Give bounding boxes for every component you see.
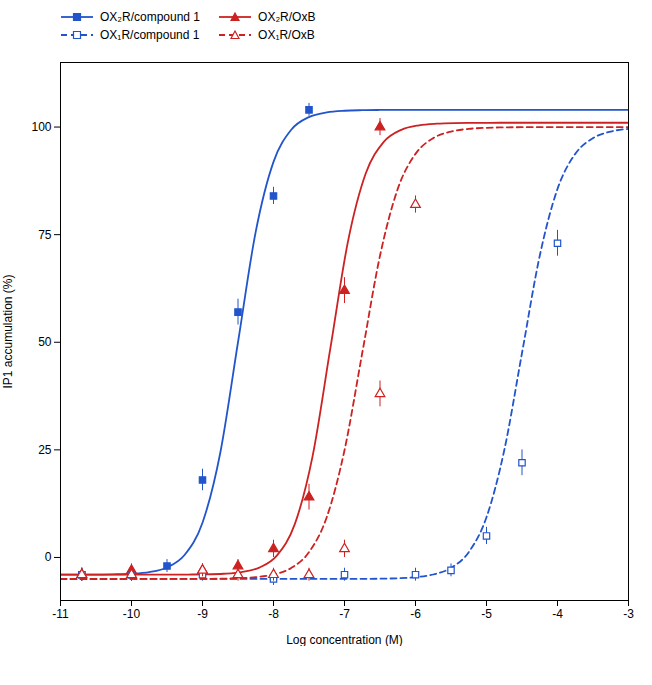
svg-text:-10: -10 [123,607,141,621]
svg-text:-5: -5 [481,607,492,621]
svg-text:-4: -4 [552,607,563,621]
svg-text:-11: -11 [52,607,69,621]
svg-text:IP1 accumulation (%): IP1 accumulation (%) [1,274,15,388]
html-text:OX₁R/OxB: OX₁R/OxB [258,28,315,42]
html-text:OX₂R/OxB: OX₂R/OxB [258,10,316,24]
html-text:OX₁R/compound 1: OX₁R/compound 1 [100,28,200,42]
svg-text:0: 0 [45,550,52,564]
svg-text:-7: -7 [339,607,350,621]
svg-text:-3: -3 [623,607,634,621]
svg-text:100: 100 [31,120,51,134]
svg-text:-9: -9 [197,607,208,621]
svg-text:50: 50 [38,335,52,349]
svg-text:-6: -6 [410,607,421,621]
html-text:OX₂R/compound 1: OX₂R/compound 1 [100,10,200,24]
svg-text:Log concentration (M): Log concentration (M) [286,633,403,647]
svg-text:-8: -8 [268,607,279,621]
svg-text:75: 75 [38,228,52,242]
svg-text:25: 25 [38,443,52,457]
